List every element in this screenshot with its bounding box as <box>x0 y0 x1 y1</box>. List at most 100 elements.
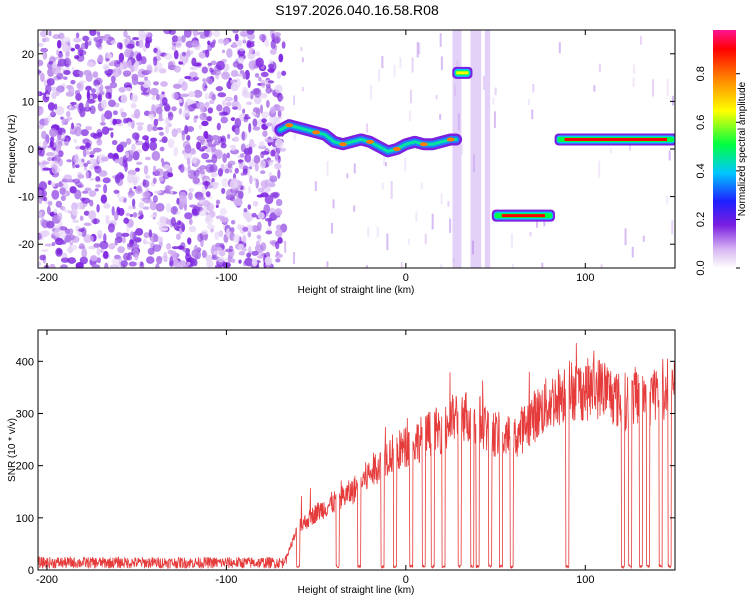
noise-blob <box>237 63 244 70</box>
noise-blob <box>238 251 246 256</box>
noise-blob <box>91 88 96 94</box>
noise-blob <box>38 42 44 47</box>
noise-blob <box>136 161 143 165</box>
noise-blob <box>119 173 125 180</box>
noise-streak <box>386 233 389 251</box>
x-tick-label: 0 <box>403 574 409 586</box>
noise-blob <box>81 197 91 204</box>
noise-blob <box>259 33 267 41</box>
noise-blob <box>56 248 63 255</box>
noise-streak <box>301 57 304 63</box>
noise-blob <box>140 56 147 65</box>
noise-blob <box>149 214 157 218</box>
noise-blob <box>82 148 87 158</box>
noise-blob <box>38 232 43 241</box>
noise-blob <box>229 79 234 84</box>
noise-blob <box>153 56 158 66</box>
noise-blob <box>165 202 172 213</box>
noise-blob <box>77 174 85 179</box>
noise-blob <box>75 32 80 39</box>
noise-blob <box>75 262 84 268</box>
noise-blob <box>146 256 155 264</box>
x-tick-label: -100 <box>215 272 237 284</box>
noise-blob <box>40 218 46 227</box>
noise-blob <box>165 184 172 195</box>
noise-streak <box>527 99 530 106</box>
noise-blob <box>99 240 109 250</box>
noise-streak <box>415 211 418 222</box>
noise-blob <box>224 248 234 253</box>
noise-blob <box>142 79 151 88</box>
noise-blob <box>260 71 269 78</box>
noise-blob <box>188 218 193 226</box>
noise-blob <box>253 95 262 105</box>
noise-blob <box>192 76 200 81</box>
noise-blob <box>214 149 223 160</box>
noise-blob <box>38 91 41 97</box>
noise-blob <box>100 248 104 253</box>
noise-blob <box>163 251 168 260</box>
noise-streak <box>399 57 402 69</box>
noise-streak <box>418 42 421 55</box>
noise-blob <box>60 195 66 202</box>
noise-blob <box>275 224 282 230</box>
noise-blob <box>66 234 76 241</box>
noise-blob <box>117 246 125 254</box>
y-tick-label: 10 <box>22 96 34 108</box>
noise-blob <box>201 145 208 150</box>
noise-streak <box>598 160 601 178</box>
noise-blob <box>259 159 266 169</box>
noise-blob <box>86 98 95 104</box>
y-tick-label: -10 <box>18 192 34 204</box>
noise-blob <box>96 229 103 239</box>
noise-blob <box>133 186 137 190</box>
noise-blob <box>98 170 108 177</box>
noise-blob <box>247 204 252 210</box>
noise-blob <box>267 67 275 73</box>
noise-blob <box>67 245 73 254</box>
noise-blob <box>123 197 127 203</box>
noise-streak <box>482 75 485 91</box>
noise-blob <box>89 150 96 155</box>
noise-blob <box>50 182 57 187</box>
noise-blob <box>218 111 228 117</box>
noise-streak <box>404 157 407 172</box>
noise-blob <box>127 252 134 256</box>
noise-streak <box>326 161 329 176</box>
noise-streak <box>409 89 412 104</box>
noise-blob <box>230 220 236 225</box>
noise-blob <box>123 117 127 124</box>
noise-blob <box>81 248 88 258</box>
noise-blob <box>274 37 280 44</box>
colorbar-tick-label: 0.0 <box>695 260 707 275</box>
noise-blob <box>249 90 254 100</box>
noise-streak <box>381 182 384 190</box>
noise-streak <box>300 47 303 52</box>
noise-blob <box>247 246 252 252</box>
noise-blob <box>122 70 132 77</box>
noise-blob <box>166 243 172 250</box>
noise-blob <box>255 57 264 68</box>
noise-blob <box>55 144 61 153</box>
noise-blob <box>252 143 257 148</box>
x-tick-label: 100 <box>576 272 594 284</box>
noise-blob <box>96 204 100 213</box>
noise-streak <box>332 199 335 209</box>
noise-blob <box>189 66 198 71</box>
noise-blob <box>233 94 238 102</box>
noise-blob <box>145 156 151 161</box>
noise-blob <box>63 174 73 181</box>
noise-blob <box>171 35 179 43</box>
noise-blob <box>42 140 48 149</box>
noise-blob <box>264 194 274 205</box>
noise-blob <box>199 199 204 205</box>
noise-blob <box>63 69 71 76</box>
noise-blob <box>269 48 277 55</box>
noise-blob <box>145 40 151 49</box>
noise-blob <box>192 30 198 37</box>
signal-peak <box>392 147 401 151</box>
noise-blob <box>136 185 142 192</box>
noise-blob <box>276 116 283 120</box>
noise-blob <box>191 249 199 258</box>
